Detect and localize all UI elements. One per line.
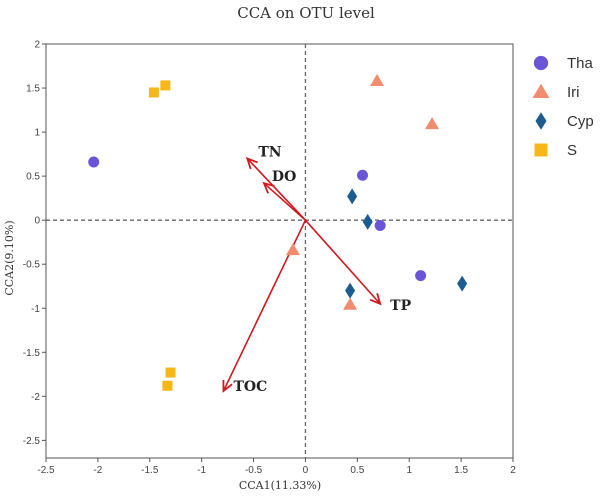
- x-tick-label: 2: [510, 465, 516, 476]
- x-tick-label: -1.5: [141, 465, 159, 476]
- point-s: [162, 380, 173, 391]
- vector-tp: [304, 219, 381, 305]
- y-tick-label: 0: [34, 216, 40, 227]
- y-tick-label: 2: [34, 40, 40, 51]
- point-iri: [343, 297, 358, 310]
- y-tick-label: -1: [31, 304, 40, 315]
- x-tick-label: 0: [303, 465, 309, 476]
- axis-ticks: -2.5 -2 -1.5 -1 -0.5 0 0.5 1 1.5 2 2 1.5 1 0.5 0 -0.5 -1…: [23, 40, 516, 477]
- x-tick-label: 1.5: [454, 465, 468, 476]
- y-tick-label: -2: [31, 392, 40, 403]
- vector-label-toc: TOC: [233, 379, 267, 395]
- y-tick-label: 1.5: [26, 84, 40, 95]
- points-layer: [88, 73, 468, 391]
- point-iri: [285, 243, 300, 256]
- vector-arrowhead: [245, 157, 258, 170]
- chart-title: CCA on OTU level: [237, 4, 375, 22]
- vector-tn: [246, 157, 307, 221]
- point-cyp: [457, 275, 468, 292]
- vector-arrowhead: [369, 293, 382, 306]
- vector-arrowhead: [262, 181, 275, 194]
- y-tick-label: -0.5: [23, 260, 41, 271]
- vector-layer: TN DO TP TOC: [222, 145, 412, 395]
- x-tick-label: -0.5: [245, 465, 263, 476]
- legend: Tha Iri Cyp S: [532, 55, 594, 159]
- x-tick-label: 0.5: [350, 465, 364, 476]
- point-s: [165, 367, 176, 378]
- legend-label-s: S: [567, 142, 577, 159]
- legend-label-iri: Iri: [567, 84, 580, 101]
- y-axis-label: CCA2(9.10%): [3, 220, 16, 295]
- vector-label-tp: TP: [390, 298, 411, 314]
- point-s: [148, 87, 159, 98]
- point-iri: [370, 73, 385, 86]
- plot-frame: [45, 43, 514, 459]
- vector-label-tn: TN: [258, 145, 281, 161]
- legend-marker-s: [534, 143, 548, 157]
- point-tha: [374, 219, 386, 231]
- x-tick-label: -2.5: [37, 465, 55, 476]
- point-tha: [357, 169, 369, 181]
- point-cyp: [347, 188, 358, 205]
- plot-area: [45, 43, 514, 459]
- y-tick-label: 1: [34, 128, 40, 139]
- legend-marker-cyp: [535, 112, 547, 130]
- x-tick-label: -1: [197, 465, 206, 476]
- x-tick-label: 1: [406, 465, 412, 476]
- x-axis-label: CCA1(11.33%): [239, 479, 321, 492]
- x-tick-label: -2: [93, 465, 102, 476]
- legend-marker-tha: [533, 55, 549, 71]
- vector-arrowhead: [222, 380, 233, 393]
- vector-label-do: DO: [272, 169, 296, 185]
- point-tha: [415, 270, 427, 282]
- y-tick-label: -1.5: [23, 348, 41, 359]
- point-cyp: [345, 282, 356, 299]
- vector-do: [263, 182, 306, 221]
- point-tha: [88, 156, 100, 168]
- point-iri: [425, 117, 440, 130]
- legend-label-tha: Tha: [567, 55, 594, 72]
- point-cyp: [362, 213, 373, 230]
- y-tick-label: -2.5: [23, 436, 41, 447]
- legend-marker-iri: [532, 83, 550, 98]
- legend-label-cyp: Cyp: [567, 113, 594, 130]
- y-tick-label: 0.5: [26, 172, 40, 183]
- point-s: [160, 80, 171, 91]
